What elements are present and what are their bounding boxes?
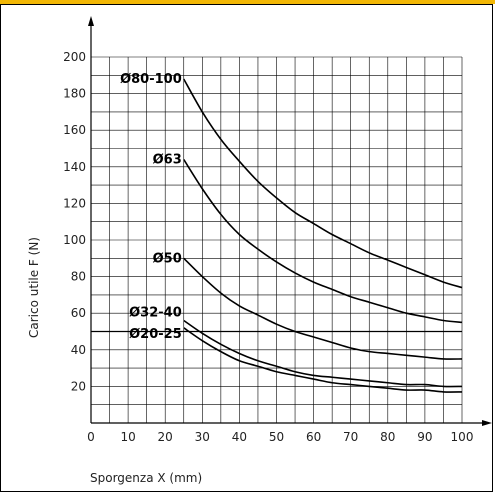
x-tick-label: 90 <box>417 430 432 444</box>
series-labels: Ø80-100 Ø63 Ø50 Ø32-40 Ø20-25 <box>120 72 182 342</box>
x-tick-label: 40 <box>232 430 247 444</box>
x-tick-label: 10 <box>120 430 135 444</box>
series-line <box>183 78 463 289</box>
y-tick-label: 80 <box>71 270 86 284</box>
chart-frame <box>0 4 493 492</box>
series-label: Ø20-25 <box>129 327 182 342</box>
y-tick-label: 100 <box>63 233 86 247</box>
series-label: Ø80-100 <box>120 72 182 87</box>
y-axis-arrow <box>88 16 94 26</box>
series-line <box>183 319 463 388</box>
y-axis-title: Carico utile F (N) <box>27 237 41 338</box>
series-line <box>183 327 463 393</box>
x-axis-arrow <box>482 420 492 426</box>
axes <box>88 16 492 426</box>
y-tick-label: 140 <box>63 160 86 174</box>
y-tick-label: 60 <box>71 306 86 320</box>
tick-labels: 0 10 20 30 40 50 60 70 80 90 100 20 40 60 80 100 120 140 1… <box>63 50 473 444</box>
top-accent-bar <box>0 0 495 4</box>
series-label: Ø32-40 <box>129 306 182 321</box>
series-label: Ø63 <box>153 152 182 167</box>
y-tick-label: 200 <box>63 50 86 64</box>
x-tick-label: 80 <box>380 430 395 444</box>
series-lines <box>183 78 463 393</box>
y-tick-label: 40 <box>71 343 86 357</box>
y-tick-label: 120 <box>63 196 86 210</box>
x-tick-label: 70 <box>343 430 358 444</box>
y-tick-label: 180 <box>63 87 86 101</box>
x-axis-title: Sporgenza X (mm) <box>90 471 202 485</box>
y-tick-label: 20 <box>71 379 86 393</box>
series-line <box>183 257 463 360</box>
grid <box>91 56 463 423</box>
x-tick-label: 100 <box>451 430 474 444</box>
y-tick-label: 160 <box>63 123 86 137</box>
x-tick-label: 50 <box>269 430 284 444</box>
series-line <box>183 159 463 324</box>
x-tick-label: 30 <box>195 430 210 444</box>
x-tick-label: 0 <box>87 430 95 444</box>
series-label: Ø50 <box>153 251 182 266</box>
x-tick-label: 60 <box>306 430 321 444</box>
x-tick-label: 20 <box>158 430 173 444</box>
